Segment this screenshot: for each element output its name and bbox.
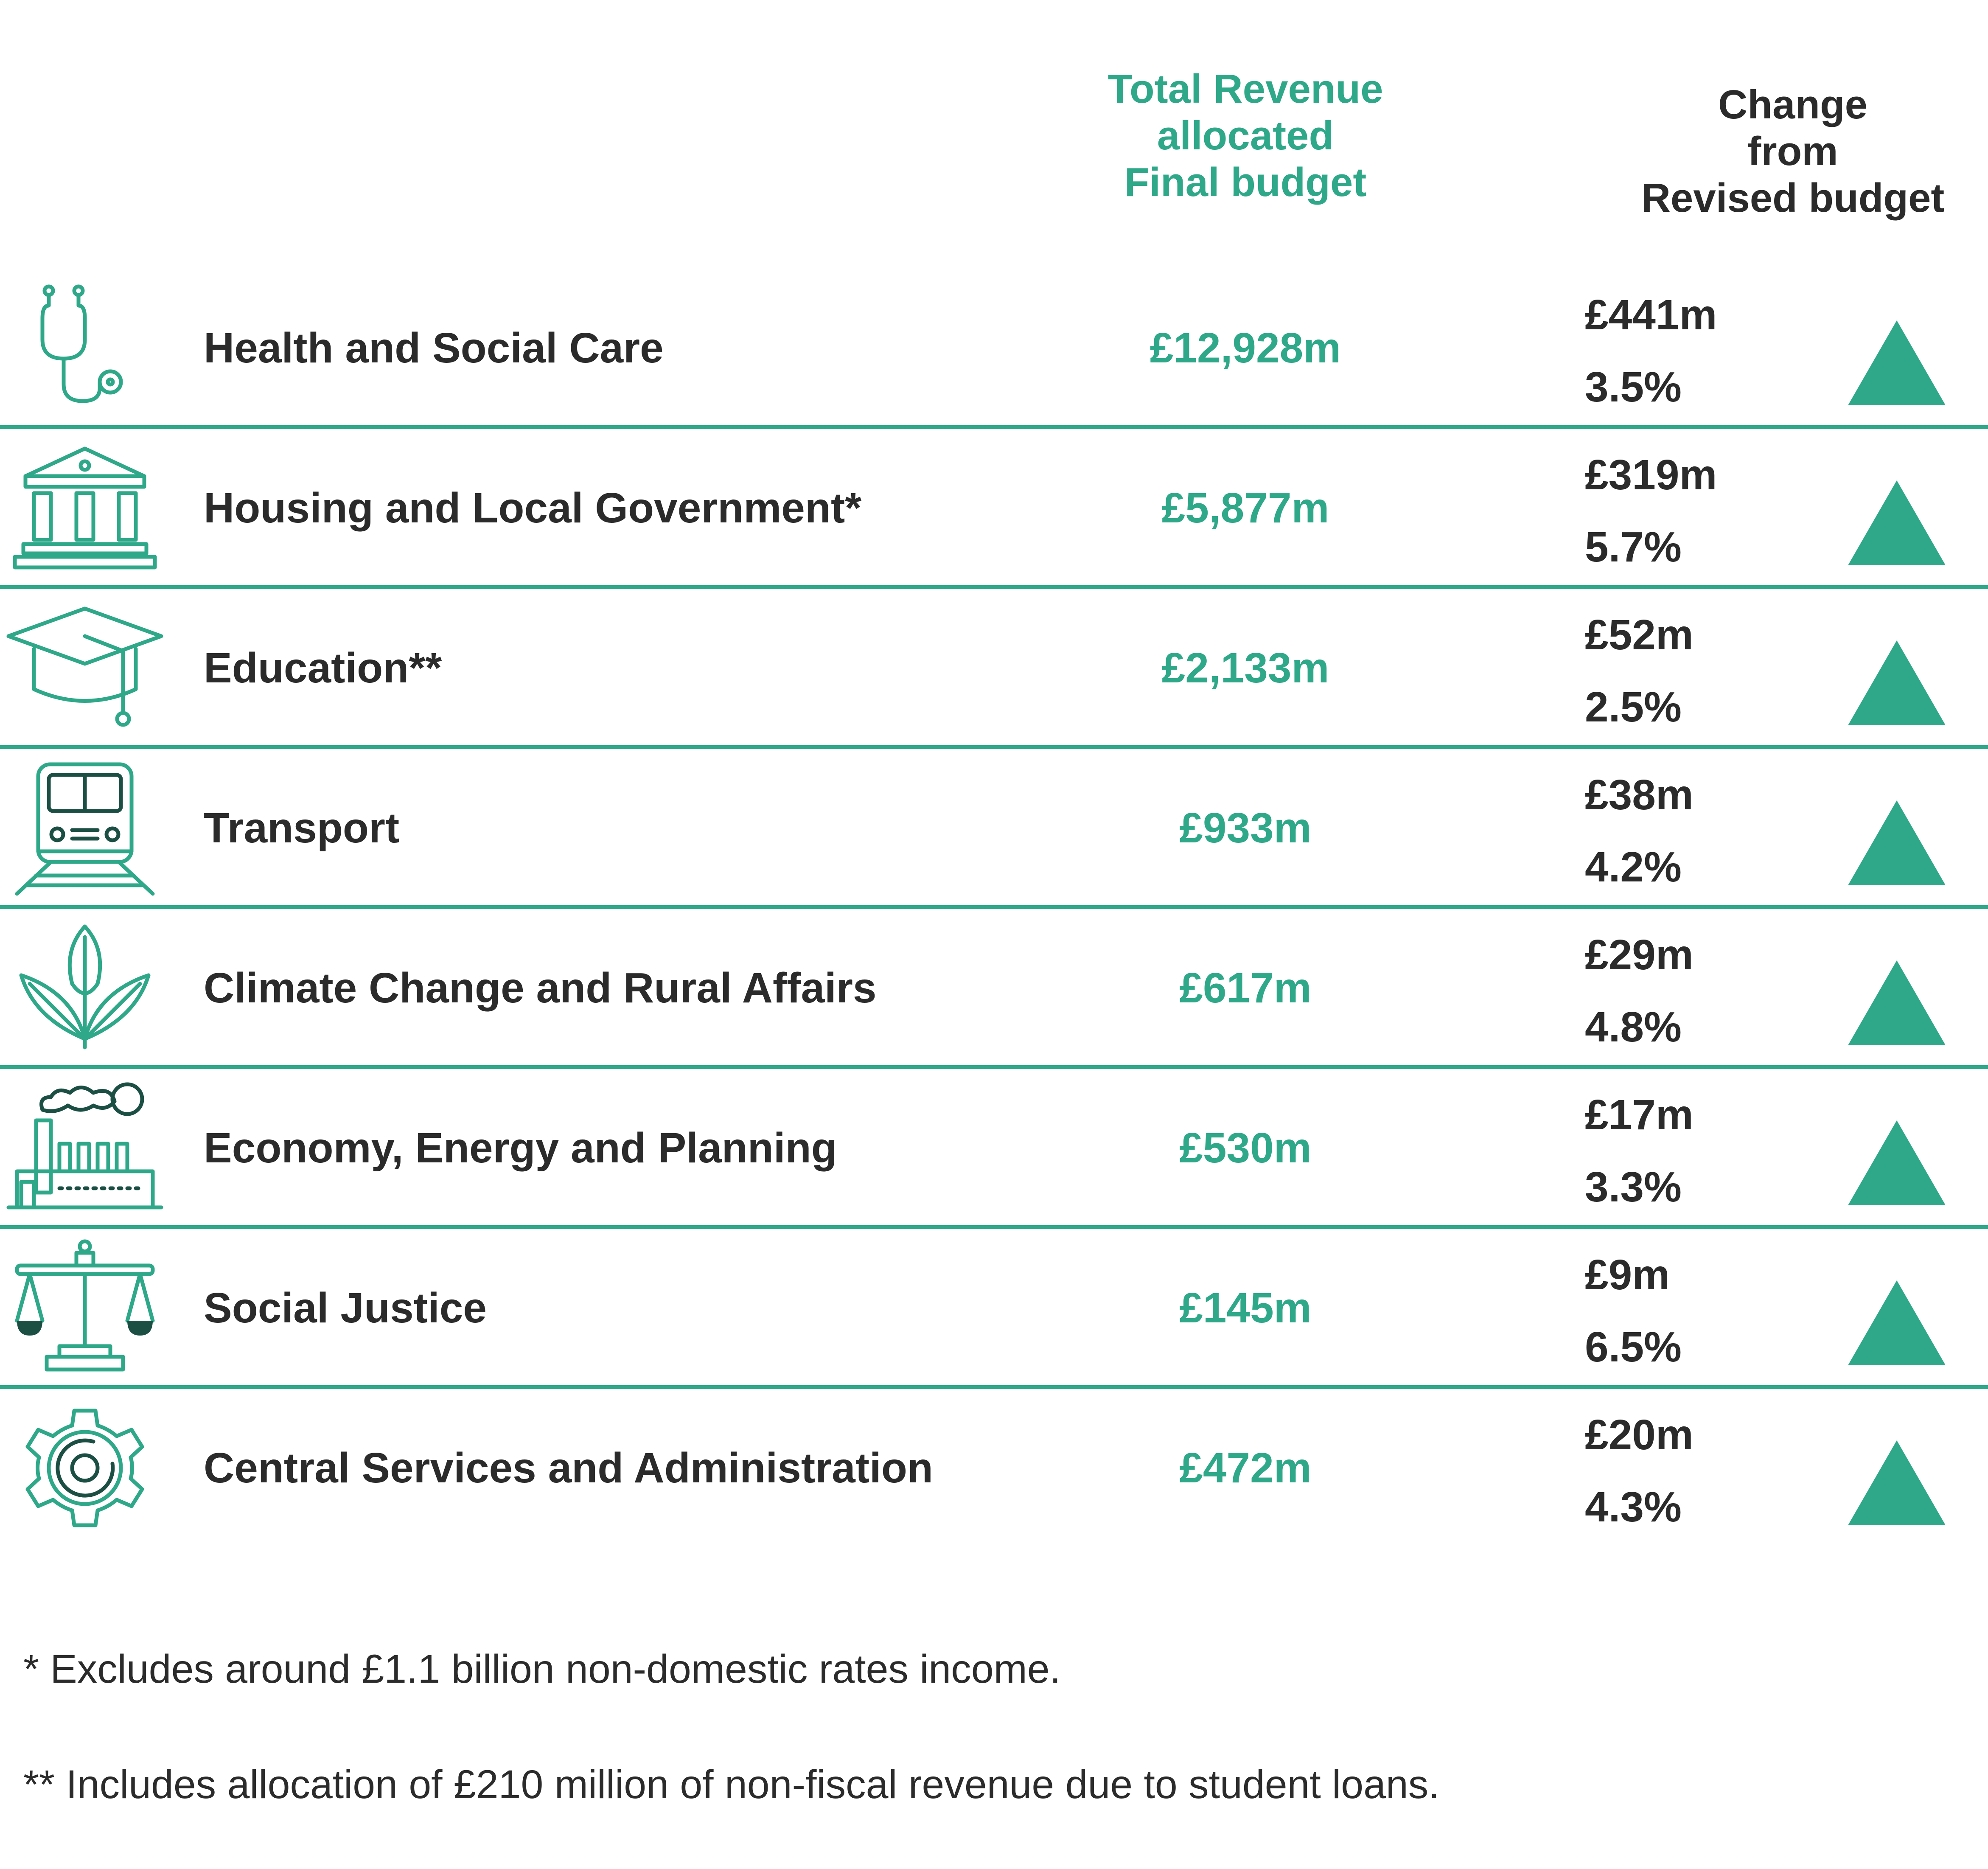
change-percent: 6.5% [1585, 1323, 1682, 1371]
row-divider [0, 1065, 1988, 1069]
revenue-value: £2,133m [1161, 644, 1329, 692]
change-amount: £20m [1585, 1411, 1694, 1459]
revenue-value: £12,928m [1150, 324, 1341, 372]
table-row: Transport £933m £38m 4.2% [0, 747, 1988, 907]
change-percent: 4.3% [1585, 1483, 1682, 1531]
plant-icon [8, 920, 161, 1056]
increase-triangle-icon [1848, 1440, 1946, 1525]
revenue-value: £5,877m [1161, 484, 1329, 532]
row-divider [0, 1225, 1988, 1229]
department-name: Transport [204, 804, 400, 852]
change-percent: 2.5% [1585, 683, 1682, 731]
revenue-value: £145m [1179, 1284, 1312, 1332]
department-name: Education** [204, 644, 442, 692]
change-column-header: Change from Revised budget [1570, 81, 1988, 222]
increase-triangle-icon [1848, 800, 1946, 885]
change-amount: £52m [1585, 611, 1694, 659]
footnote-1: * Excludes around £1.1 billion non-domes… [23, 1647, 1061, 1692]
department-name: Health and Social Care [204, 324, 664, 372]
department-name: Housing and Local Government* [204, 484, 862, 532]
factory-icon [6, 1080, 163, 1216]
row-divider [0, 905, 1988, 909]
revenue-value: £472m [1179, 1444, 1312, 1492]
change-header-line: Revised budget [1641, 175, 1945, 221]
table-row: Central Services and Administration £472m… [0, 1387, 1988, 1547]
change-amount: £38m [1585, 771, 1694, 819]
change-percent: 4.2% [1585, 843, 1682, 891]
revenue-column-header: Total Revenue allocated Final budget [1023, 66, 1468, 206]
revenue-value: £617m [1179, 964, 1312, 1012]
row-divider [0, 425, 1988, 429]
increase-triangle-icon [1848, 640, 1946, 725]
department-name: Climate Change and Rural Affairs [204, 964, 877, 1012]
table-row: Education** £2,133m £52m 2.5% [0, 587, 1988, 747]
table-row: Housing and Local Government* £5,877m £319… [0, 427, 1988, 587]
row-divider [0, 1385, 1988, 1389]
graduation-cap-icon [6, 600, 163, 736]
change-percent: 3.5% [1585, 363, 1682, 411]
increase-triangle-icon [1848, 1120, 1946, 1205]
row-divider [0, 745, 1988, 749]
change-amount: £441m [1585, 291, 1717, 339]
row-divider [0, 585, 1988, 589]
department-name: Economy, Energy and Planning [204, 1124, 837, 1172]
revenue-header-line: allocated [1157, 113, 1334, 158]
department-name: Central Services and Administration [204, 1444, 933, 1492]
change-percent: 5.7% [1585, 523, 1682, 571]
change-amount: £17m [1585, 1091, 1694, 1139]
change-percent: 4.8% [1585, 1003, 1682, 1051]
table-row: Economy, Energy and Planning £530m £17m 3.3… [0, 1067, 1988, 1227]
increase-triangle-icon [1848, 320, 1946, 405]
table-row: Climate Change and Rural Affairs £617m £29… [0, 907, 1988, 1067]
stethoscope-icon [8, 280, 161, 416]
change-amount: £319m [1585, 451, 1717, 499]
government-building-icon [8, 440, 161, 576]
table-row: Social Justice £145m £9m 6.5% [0, 1227, 1988, 1387]
change-amount: £9m [1585, 1251, 1670, 1299]
change-amount: £29m [1585, 931, 1694, 979]
revenue-value: £933m [1179, 804, 1312, 852]
table-row: Health and Social Care £12,928m £441m 3.5% [0, 267, 1988, 427]
change-percent: 3.3% [1585, 1163, 1682, 1211]
change-header-line: Change [1718, 82, 1868, 127]
revenue-header-line: Final budget [1124, 160, 1367, 205]
train-icon [8, 760, 161, 896]
scales-icon [8, 1239, 161, 1376]
revenue-header-line: Total Revenue [1108, 66, 1383, 112]
revenue-value: £530m [1179, 1124, 1312, 1172]
increase-triangle-icon [1848, 1280, 1946, 1365]
increase-triangle-icon [1848, 480, 1946, 565]
increase-triangle-icon [1848, 960, 1946, 1045]
change-header-line: from [1747, 129, 1838, 174]
gear-icon [8, 1400, 161, 1536]
department-name: Social Justice [204, 1284, 487, 1332]
footnote-2: ** Includes allocation of £210 million o… [23, 1762, 1440, 1807]
